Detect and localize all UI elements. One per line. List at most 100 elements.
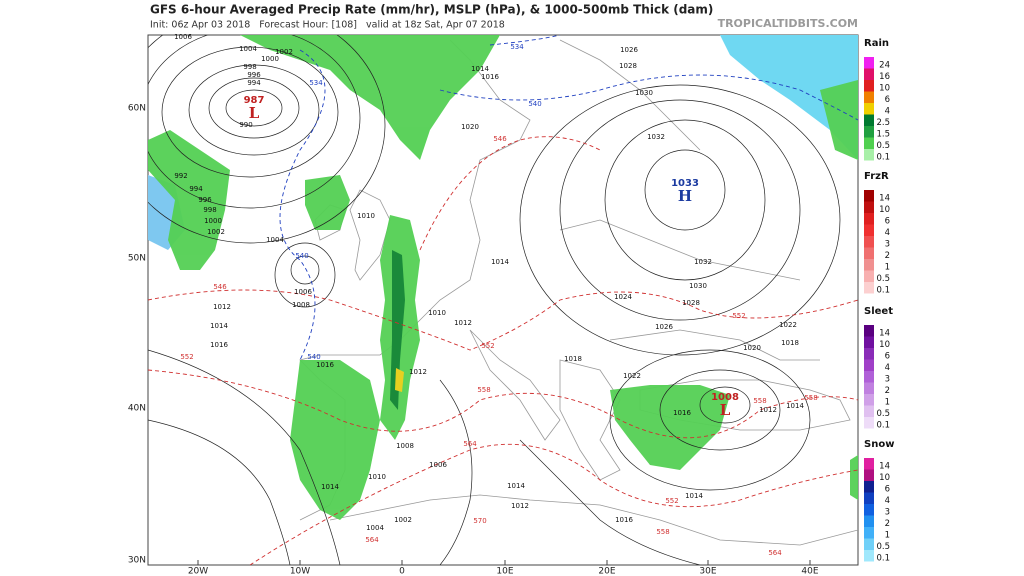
thickness-label: 552 [665,497,678,505]
isobar-label: 994 [247,79,261,87]
legend-swatch [864,348,874,360]
legend-label: 0.1 [876,152,890,162]
thickness-label: 564 [463,440,477,448]
thickness-label: 546 [493,135,507,143]
lon-label: 20W [188,567,208,576]
isobar-label: 1014 [210,322,228,330]
isobar-label: 1012 [409,368,427,376]
isobar-label: 1012 [213,303,231,311]
isobar-label: 1002 [207,228,225,236]
isobar-label: 1004 [266,236,284,244]
pressure-value: 987 [244,95,265,106]
isobar-label: 1018 [564,355,582,363]
isobar-label: 1014 [491,258,509,266]
legend-label: 2 [885,251,890,261]
legend-label: 4 [885,228,890,238]
pressure-value: 1033 [671,178,699,189]
legend-title: Sleet [864,306,893,317]
pressure-symbol: L [720,401,731,419]
legend-label: 4 [885,363,890,373]
lon-label: 30E [699,567,716,576]
legend-swatch [864,57,874,69]
isobar-label: 1006 [429,461,447,469]
legend-label: 0.5 [876,274,890,284]
isobar-label: 1004 [366,524,384,532]
legend-swatch [864,336,874,348]
thickness-label: 558 [477,386,490,394]
legend-swatch [864,382,874,394]
legend-swatch [864,247,874,259]
pressure-symbol: L [249,104,260,122]
legend-title: Rain [864,38,889,49]
isobar-label: 1016 [210,341,228,349]
legend-label: 2.5 [876,118,890,128]
legend-swatch [864,469,874,481]
legend-label: 3 [885,507,890,517]
legend-label: 0.5 [876,409,890,419]
legend-label: 4 [885,106,890,116]
legend-label: 4 [885,496,890,506]
isobar-label: 996 [198,196,212,204]
isobar-label: 1014 [507,482,525,490]
legend-label: 10 [879,473,890,483]
title: GFS 6-hour Averaged Precip Rate (mm/hr),… [150,3,713,17]
isobar-label: 1020 [743,344,761,352]
lat-label: 50N [128,254,146,264]
thickness-label: 534 [510,43,524,51]
legend-swatch [864,405,874,417]
legend-swatch [864,91,874,103]
legend-swatch [864,481,874,493]
legend-swatch [864,224,874,236]
legend-title: FrzR [864,171,889,182]
isobar-label: 1026 [655,323,673,331]
isobar-label: 1028 [619,62,637,70]
isobar-label: 996 [247,71,261,79]
thickness-label: 558 [753,397,766,405]
legend-label: 14 [879,193,890,203]
isobar-label: 998 [243,63,256,71]
legend-label: 6 [885,216,890,226]
legend-swatch [864,515,874,527]
isobar-label: 1006 [294,288,312,296]
isobar-label: 1014 [321,483,339,491]
isobar-label: 1012 [454,319,472,327]
legend-swatch [864,325,874,337]
isobar-label: 1026 [620,46,638,54]
legend-label: 6 [885,95,890,105]
legend-swatch [864,504,874,516]
legend-swatch [864,359,874,371]
isobar-label: 1032 [647,133,665,141]
subtitle: Init: 06z Apr 03 2018 Forecast Hour: [10… [150,20,505,31]
isobar-label: 1028 [682,299,700,307]
legend-swatch [864,550,874,562]
legend-swatch [864,114,874,126]
isobar-label: 1022 [779,321,797,329]
legend-swatch [864,527,874,539]
legend-swatch [864,236,874,248]
isobar-label: 1016 [316,361,334,369]
legend-swatch [864,149,874,161]
lon-label: 0 [399,567,405,576]
isobar-label: 1002 [394,516,412,524]
pressure-symbol: H [678,187,692,205]
isobar-label: 1008 [292,301,310,309]
legend-swatch [864,270,874,282]
lon-label: 40E [801,567,818,576]
legend-swatch [864,213,874,225]
legend-label: 10 [879,205,890,215]
legend-label: 16 [879,72,890,82]
legend-swatch [864,371,874,383]
legend-label: 0.1 [876,420,890,430]
legend-swatch [864,126,874,138]
isobar-label: 1014 [471,65,489,73]
legend-label: 0.1 [876,553,890,563]
legend-label: 1 [885,397,890,407]
lon-label: 20E [598,567,615,576]
isobar-label: 1024 [614,293,632,301]
legend-label: 2 [885,386,890,396]
lat-label: 30N [128,556,146,566]
isobar-label: 1020 [461,123,479,131]
legend-label: 3 [885,239,890,249]
thickness-label: 558 [804,394,817,402]
